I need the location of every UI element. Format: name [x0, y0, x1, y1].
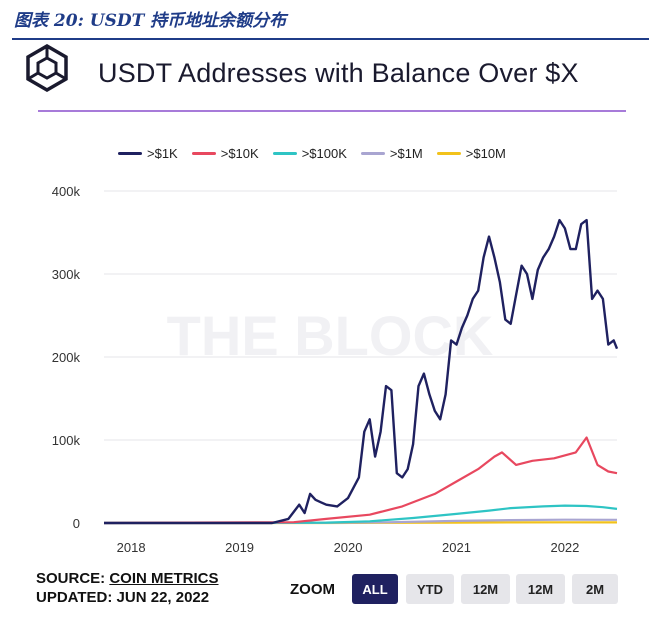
legend-label: >$10M — [465, 146, 506, 161]
legend-swatch — [360, 152, 385, 155]
series-line — [103, 436, 618, 525]
zoom-2m-button[interactable]: 2M — [572, 574, 618, 604]
legend-label: >$1M — [389, 146, 423, 161]
x-tick-label: 2020 — [334, 540, 363, 555]
y-tick-label: 300k — [52, 267, 81, 282]
x-tick-label: 2018 — [117, 540, 146, 555]
zoom-ytd-button[interactable]: YTD — [406, 574, 454, 604]
source-block: SOURCE: COIN METRICS UPDATED: JUN 22, 20… — [36, 569, 219, 607]
the-block-logo-icon — [26, 44, 68, 92]
legend-label: >$1K — [147, 146, 178, 161]
legend-swatch — [118, 152, 142, 155]
legend-item[interactable]: >$1K — [118, 146, 178, 161]
updated-date: UPDATED: JUN 22, 2022 — [36, 589, 210, 606]
y-tick-label: 100k — [52, 433, 81, 448]
x-tick-label: 2021 — [442, 540, 471, 555]
y-tick-label: 400k — [52, 184, 81, 199]
title-rule — [38, 110, 626, 112]
legend-item[interactable]: >$10K — [191, 146, 259, 161]
zoom-all-button[interactable]: ALL — [352, 574, 398, 604]
x-tick-label: 2022 — [550, 540, 579, 555]
chart-legend: >$1K >$10K >$100K >$1M >$10M — [118, 146, 506, 161]
legend-swatch — [436, 152, 461, 155]
legend-item[interactable]: >$1M — [360, 146, 423, 161]
zoom-label: ZOOM — [290, 581, 335, 598]
figure-caption: 图表 20: USDT 持币地址余额分布 — [14, 11, 287, 31]
caption-rule — [12, 38, 649, 40]
legend-label: >$100K — [301, 146, 347, 161]
source-link[interactable]: COIN METRICS — [109, 570, 219, 587]
zoom-12m-button[interactable]: 12M — [461, 574, 510, 604]
chart-title: USDT Addresses with Balance Over $X — [98, 58, 579, 88]
series-line — [104, 218, 619, 525]
legend-item[interactable]: >$100K — [272, 146, 347, 161]
x-tick-label: 2019 — [225, 540, 254, 555]
legend-label: >$10K — [220, 146, 259, 161]
watermark: THE BLOCK — [167, 304, 494, 367]
y-tick-label: 200k — [52, 350, 81, 365]
zoom-12m-button-2[interactable]: 12M — [516, 574, 565, 604]
series-line — [103, 504, 618, 525]
legend-swatch — [272, 152, 297, 155]
source-prefix: SOURCE: — [36, 570, 110, 587]
legend-swatch — [191, 152, 216, 155]
legend-item[interactable]: >$10M — [436, 146, 506, 161]
y-tick-label: 0 — [73, 516, 80, 531]
